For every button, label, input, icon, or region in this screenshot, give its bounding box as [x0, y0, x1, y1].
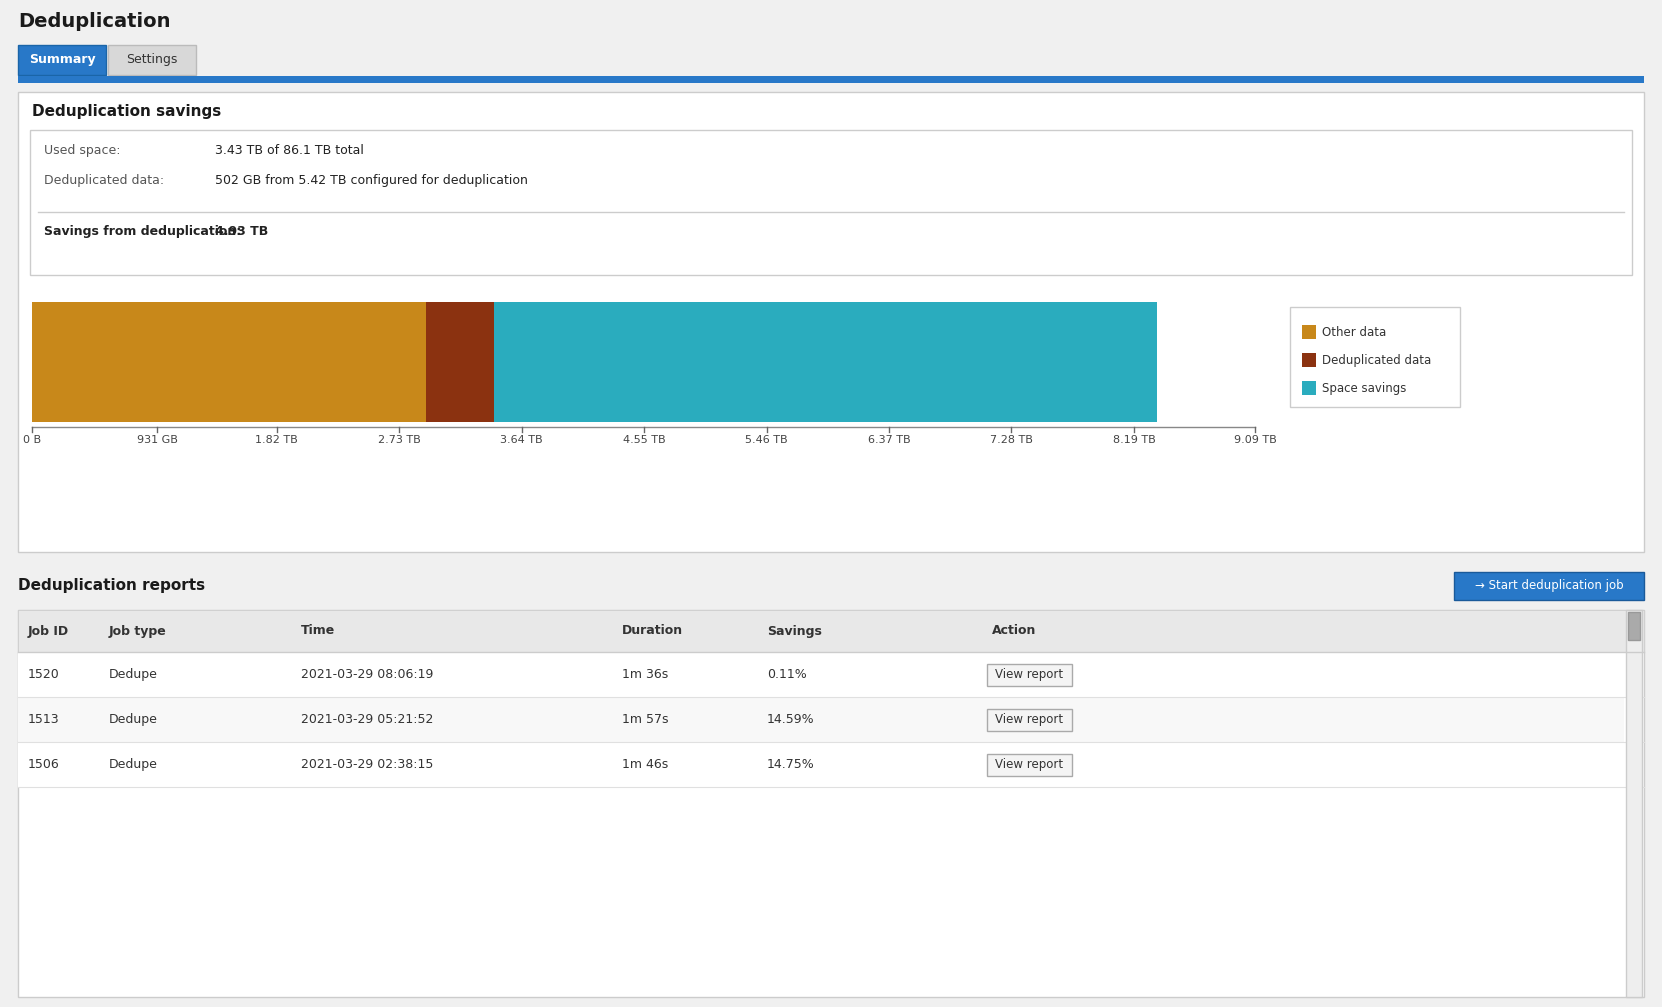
Bar	[1301, 381, 1316, 395]
Text: Dedupe: Dedupe	[108, 758, 158, 771]
Text: 3.43 TB of 86.1 TB total: 3.43 TB of 86.1 TB total	[214, 144, 364, 157]
Text: 931 GB: 931 GB	[136, 435, 178, 445]
Bar	[1301, 353, 1316, 367]
Text: View report: View report	[996, 713, 1064, 726]
Bar	[32, 302, 425, 422]
Text: 502 GB from 5.42 TB configured for deduplication: 502 GB from 5.42 TB configured for dedup…	[214, 174, 529, 187]
Bar	[108, 45, 196, 75]
Text: 1m 57s: 1m 57s	[622, 713, 668, 726]
Bar	[1625, 610, 1642, 997]
Text: Other data: Other data	[1321, 326, 1386, 339]
Bar	[425, 302, 494, 422]
Bar	[18, 610, 1644, 997]
Text: View report: View report	[996, 758, 1064, 771]
Text: 2.73 TB: 2.73 TB	[377, 435, 420, 445]
Bar	[18, 652, 1624, 697]
Text: 1520: 1520	[28, 668, 60, 681]
Text: Savings: Savings	[766, 624, 821, 637]
Bar	[1301, 325, 1316, 339]
Text: 1.82 TB: 1.82 TB	[256, 435, 297, 445]
Text: 6.37 TB: 6.37 TB	[868, 435, 911, 445]
Text: 1506: 1506	[28, 758, 60, 771]
Bar	[18, 610, 1644, 652]
Bar	[18, 742, 1624, 787]
Text: 5.46 TB: 5.46 TB	[745, 435, 788, 445]
Text: 2021-03-29 05:21:52: 2021-03-29 05:21:52	[301, 713, 434, 726]
Text: 2021-03-29 08:06:19: 2021-03-29 08:06:19	[301, 668, 434, 681]
Text: 0.11%: 0.11%	[766, 668, 806, 681]
Text: Deduplicated data: Deduplicated data	[1321, 354, 1431, 367]
Text: Deduplication reports: Deduplication reports	[18, 578, 204, 593]
Text: Time: Time	[301, 624, 336, 637]
Text: Job ID: Job ID	[28, 624, 70, 637]
Text: Deduplicated data:: Deduplicated data:	[43, 174, 165, 187]
Text: Space savings: Space savings	[1321, 382, 1406, 395]
Text: 14.59%: 14.59%	[766, 713, 814, 726]
Text: 1m 36s: 1m 36s	[622, 668, 668, 681]
Bar	[30, 130, 1632, 275]
Text: Savings from deduplication:: Savings from deduplication:	[43, 225, 241, 238]
Text: View report: View report	[996, 668, 1064, 681]
Text: 3.64 TB: 3.64 TB	[500, 435, 543, 445]
Text: Summary: Summary	[28, 53, 95, 66]
Text: 14.75%: 14.75%	[766, 758, 814, 771]
Bar	[1629, 612, 1640, 640]
Text: 2021-03-29 02:38:15: 2021-03-29 02:38:15	[301, 758, 434, 771]
Text: 4.93 TB: 4.93 TB	[214, 225, 268, 238]
Text: Action: Action	[992, 624, 1035, 637]
Text: Used space:: Used space:	[43, 144, 121, 157]
Text: 8.19 TB: 8.19 TB	[1112, 435, 1155, 445]
Text: → Start deduplication job: → Start deduplication job	[1474, 579, 1624, 592]
Bar	[18, 76, 1644, 83]
Text: 4.55 TB: 4.55 TB	[623, 435, 665, 445]
Text: Deduplication: Deduplication	[18, 12, 171, 31]
Bar	[494, 302, 1157, 422]
Bar	[18, 92, 1644, 552]
Text: Job type: Job type	[108, 624, 166, 637]
Text: Dedupe: Dedupe	[108, 713, 158, 726]
Text: 1513: 1513	[28, 713, 60, 726]
Bar	[987, 753, 1072, 775]
Text: Dedupe: Dedupe	[108, 668, 158, 681]
Text: 7.28 TB: 7.28 TB	[991, 435, 1032, 445]
Text: 9.09 TB: 9.09 TB	[1233, 435, 1276, 445]
Text: 1m 46s: 1m 46s	[622, 758, 668, 771]
Text: Settings: Settings	[126, 53, 178, 66]
Bar	[18, 45, 106, 75]
Text: 0 B: 0 B	[23, 435, 42, 445]
Bar	[987, 664, 1072, 686]
Text: Duration: Duration	[622, 624, 683, 637]
Bar	[987, 709, 1072, 730]
Text: Deduplication savings: Deduplication savings	[32, 104, 221, 119]
Bar	[1454, 572, 1644, 600]
Bar	[18, 697, 1624, 742]
Bar	[1290, 307, 1459, 407]
